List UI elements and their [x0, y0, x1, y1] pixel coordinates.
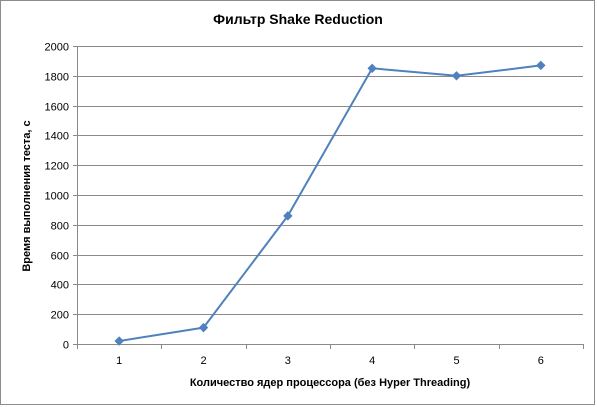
- x-axis-title: Количество ядер процессора (без Hyper Th…: [190, 377, 471, 389]
- y-tick-label: 400: [51, 280, 69, 292]
- x-tick-label: 1: [116, 355, 122, 367]
- data-point-marker: [283, 211, 293, 221]
- x-tick-label: 3: [285, 355, 291, 367]
- series-line: [119, 64, 541, 342]
- y-tick-label: 1400: [45, 131, 69, 143]
- y-tick-label: 1800: [45, 72, 69, 84]
- chart-title: Фильтр Shake Reduction: [213, 11, 383, 27]
- data-point-marker: [367, 63, 377, 74]
- y-tick-label: 1200: [45, 161, 69, 173]
- y-tick-label: 800: [51, 221, 69, 233]
- y-tick-label: 1000: [45, 191, 69, 203]
- y-tick-label: 200: [51, 310, 69, 322]
- x-tick-label: 2: [200, 355, 206, 367]
- x-tick-label: 5: [453, 355, 459, 367]
- x-tick-label: 6: [538, 355, 544, 367]
- y-tick-label: 0: [63, 340, 69, 352]
- y-tick-label: 1600: [45, 102, 69, 114]
- x-tick-label: 4: [369, 355, 375, 367]
- data-point-marker: [114, 336, 124, 346]
- y-tick-label: 600: [51, 251, 69, 263]
- data-point-marker: [198, 322, 209, 333]
- y-tick-label: 2000: [45, 42, 69, 54]
- data-point-marker: [451, 71, 462, 81]
- data-point-marker: [536, 60, 546, 71]
- y-axis-title: Время выполнения теста, с: [21, 120, 33, 271]
